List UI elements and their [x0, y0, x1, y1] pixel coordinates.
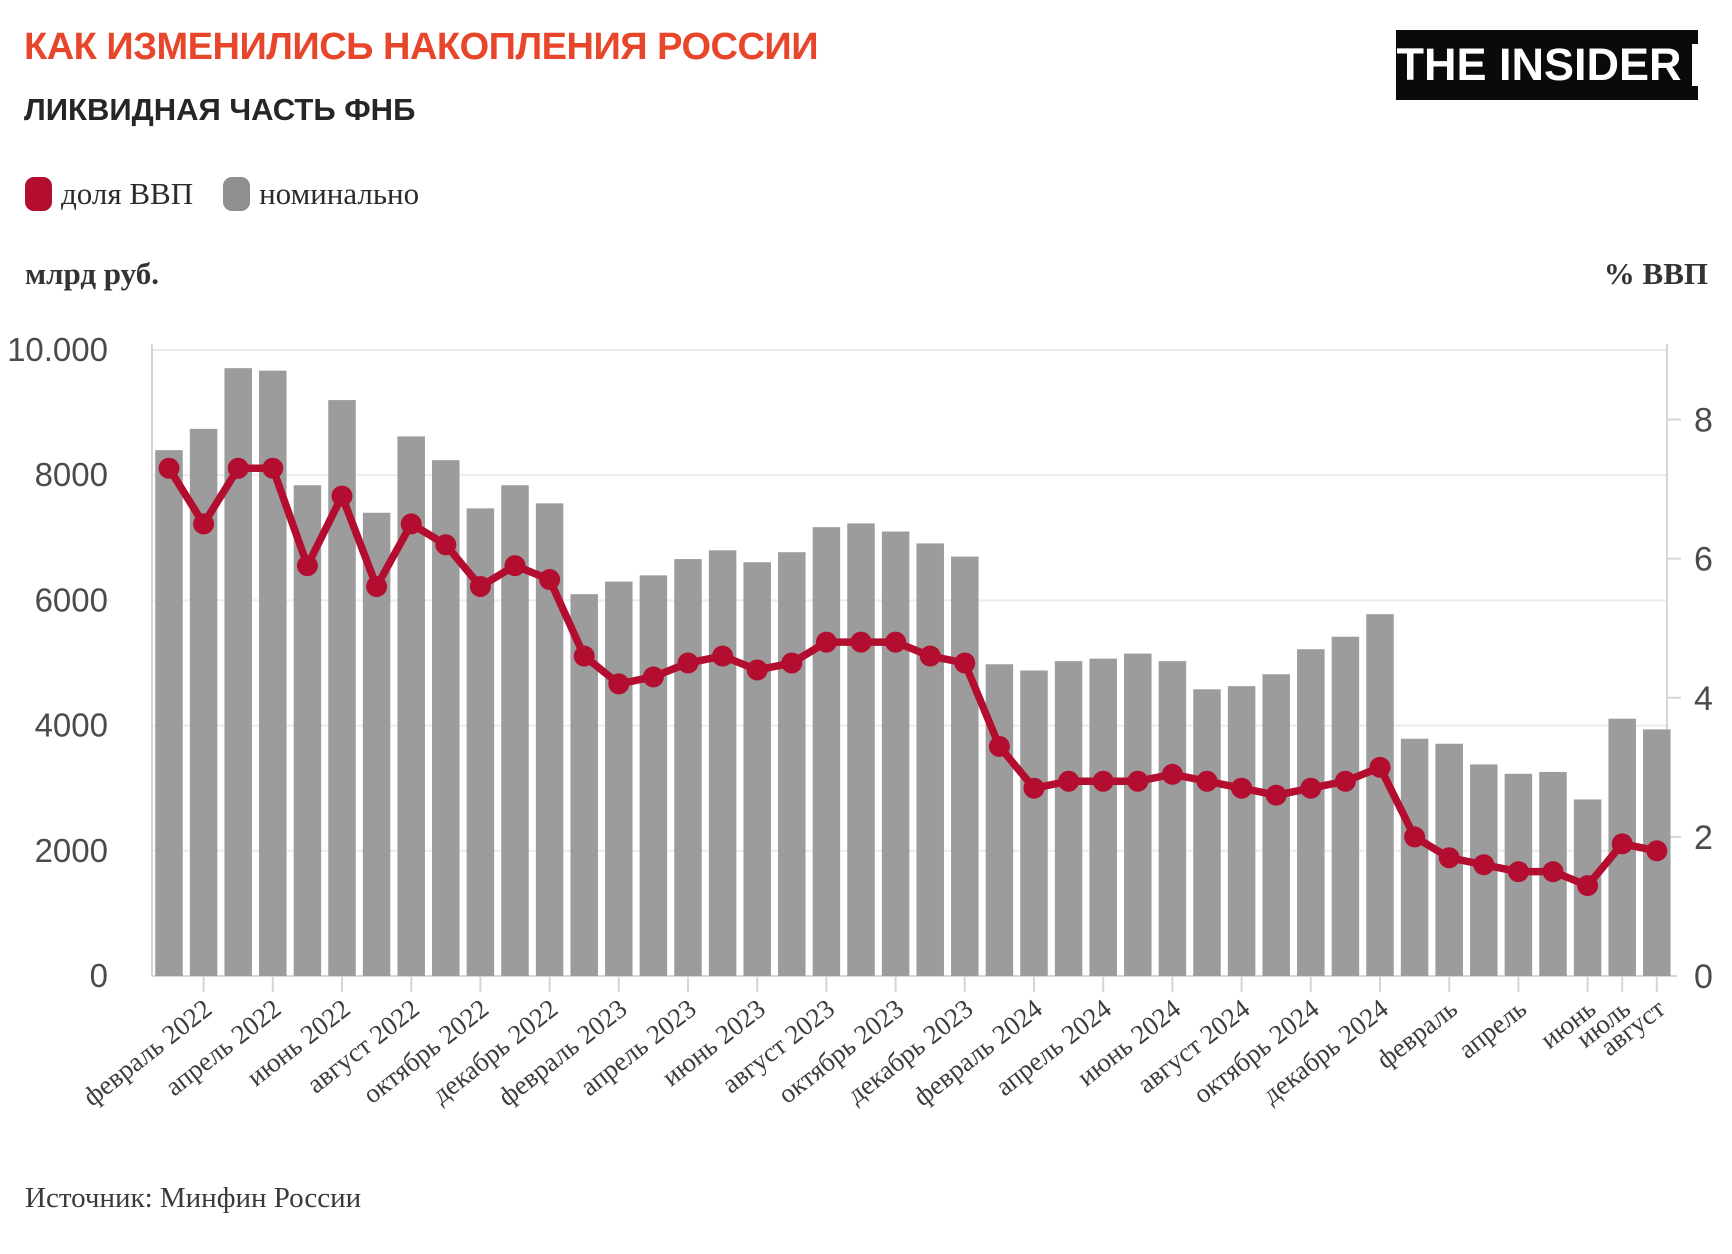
line-point — [919, 645, 941, 667]
gdp-share-swatch-icon — [25, 177, 52, 211]
line-point — [1542, 861, 1564, 883]
line-point — [1058, 770, 1080, 792]
bar — [1193, 689, 1221, 976]
y-tick-label: 8000 — [35, 456, 108, 493]
line-point — [1404, 826, 1426, 848]
bar — [1331, 636, 1360, 976]
line-point — [1507, 861, 1529, 883]
bar — [1366, 614, 1394, 976]
legend-label: доля ВВП — [61, 176, 194, 211]
line-point — [1161, 763, 1183, 785]
gdp-line — [165, 464, 1661, 890]
line-point — [1127, 770, 1149, 792]
line-point — [1334, 770, 1356, 792]
line-point — [608, 673, 630, 695]
nominal-swatch-icon — [223, 177, 251, 211]
page-title: КАК ИЗМЕНИЛИСЬ НАКОПЛЕНИЯ РОССИИ — [24, 26, 819, 68]
bar — [1158, 661, 1187, 976]
source-note: Источник: Минфин России — [25, 1182, 362, 1214]
line-point — [1231, 777, 1253, 799]
bar — [708, 550, 737, 976]
y-tick-label: 10.000 — [7, 331, 108, 368]
bar — [1400, 738, 1429, 976]
y-tick-label: 4000 — [35, 707, 108, 744]
legend: доля ВВП номинально — [25, 176, 449, 212]
bar — [847, 523, 875, 976]
bar — [1020, 670, 1048, 976]
logo-text: THE INSIDER — [1396, 39, 1682, 90]
line-point — [435, 534, 457, 556]
the-insider-logo: THE INSIDER — [1396, 30, 1698, 100]
line-point — [815, 631, 837, 653]
legend-item-gdp-share: доля ВВП — [25, 176, 193, 212]
line-point — [296, 555, 318, 577]
line-point — [1265, 784, 1287, 806]
right-tick-label: 0 — [1694, 958, 1713, 996]
legend-label: номинально — [259, 176, 420, 211]
line-point — [573, 645, 595, 667]
line-point — [469, 575, 491, 597]
line-point — [642, 666, 664, 688]
line-point — [1092, 770, 1114, 792]
line-point — [1023, 777, 1045, 799]
line-point — [227, 457, 249, 479]
left-axis-title: млрд руб. — [25, 256, 159, 291]
x-tick-label: апрель — [1453, 993, 1532, 1064]
line-point — [539, 569, 561, 591]
line-point — [1577, 875, 1599, 897]
line-point — [1611, 833, 1633, 855]
bar — [778, 552, 806, 976]
line-point — [504, 555, 526, 577]
right-tick-label: 4 — [1694, 680, 1713, 718]
line-point — [262, 457, 284, 479]
bar — [1227, 686, 1256, 976]
y-tick-label: 0 — [90, 957, 108, 994]
line-point — [1369, 756, 1391, 778]
line-point — [1438, 847, 1460, 869]
line-point — [850, 631, 872, 653]
line-point — [1646, 840, 1668, 862]
bar — [639, 575, 668, 976]
line-point — [712, 645, 734, 667]
bar — [881, 531, 910, 976]
line-point — [193, 513, 215, 535]
bar — [605, 581, 633, 976]
line-point — [1473, 854, 1495, 876]
bar — [1297, 649, 1325, 976]
y-tick-label: 2000 — [35, 832, 108, 869]
logo-cursor-bar-icon — [1691, 44, 1698, 86]
line-point — [331, 485, 353, 507]
y-tick-label: 6000 — [35, 581, 108, 618]
line-point — [781, 652, 803, 674]
bar — [155, 450, 183, 976]
right-tick-label: 2 — [1694, 819, 1713, 857]
bar — [916, 543, 944, 976]
line-point — [400, 513, 422, 535]
line-point — [988, 735, 1010, 757]
line-point — [677, 652, 699, 674]
bar — [1124, 653, 1152, 976]
bar — [812, 527, 841, 976]
right-tick-label: 8 — [1694, 402, 1713, 440]
legend-item-nominal: номинально — [223, 176, 419, 212]
bar — [1054, 661, 1083, 976]
bar — [1089, 658, 1117, 976]
right-tick-label: 6 — [1694, 541, 1713, 579]
line-point — [746, 659, 768, 681]
line-point — [954, 652, 976, 674]
line-point — [158, 457, 180, 479]
bar — [985, 664, 1014, 976]
right-axis-title: % ВВП — [1604, 256, 1708, 291]
bar — [743, 562, 771, 976]
page-subtitle: ЛИКВИДНАЯ ЧАСТЬ ФНБ — [24, 92, 416, 127]
line-point — [1300, 777, 1322, 799]
bar — [1262, 674, 1290, 976]
bar — [674, 559, 702, 976]
line-point — [885, 631, 907, 653]
line-point — [1196, 770, 1218, 792]
line-point — [366, 575, 388, 597]
bar — [951, 556, 979, 976]
